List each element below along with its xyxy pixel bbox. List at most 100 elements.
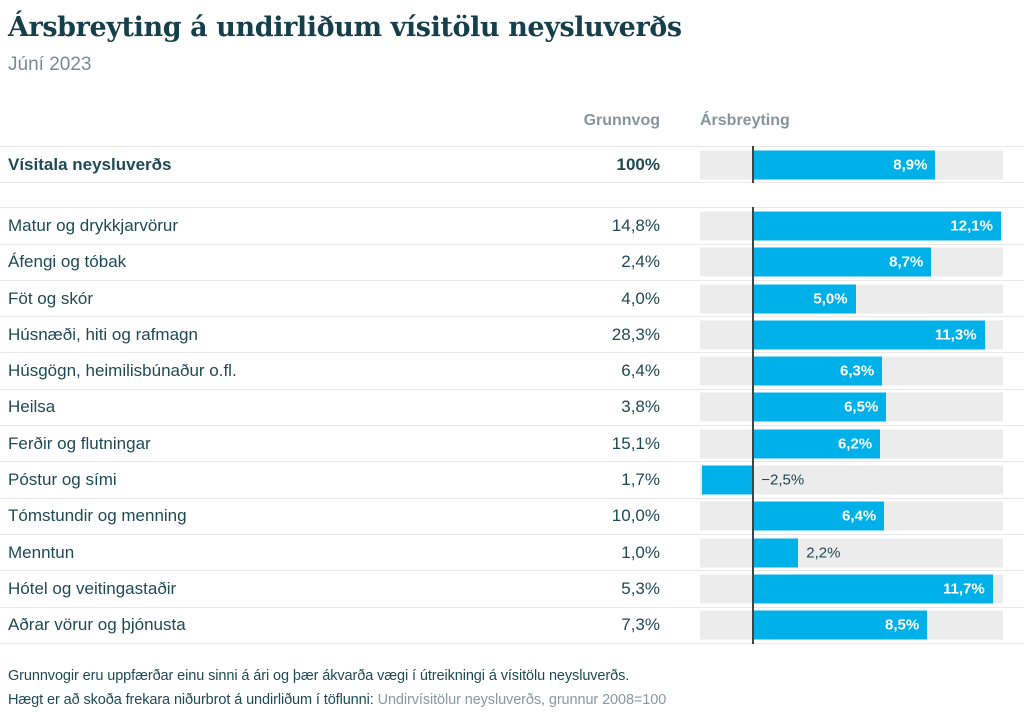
table-row: Menntun 1,0% 2,2%	[0, 533, 1024, 572]
bar-value-label: 6,4%	[842, 507, 877, 525]
footnote: Grunnvogir eru uppfærðar einu sinni á ár…	[8, 664, 1024, 712]
bar-value-label: 11,3%	[934, 326, 977, 344]
value-bar	[753, 320, 985, 350]
zero-axis-line	[752, 207, 755, 245]
value-bar	[702, 465, 754, 495]
bar-value-label: 11,7%	[943, 580, 985, 598]
bar-cell: 8,9%	[700, 146, 1003, 184]
table-row: Heilsa 3,8% 6,5%	[0, 388, 1024, 427]
zero-axis-line	[752, 606, 755, 644]
row-label: Áfengi og tóbak	[8, 252, 127, 272]
table-row: Föt og skór 4,0% 5,0%	[0, 279, 1024, 318]
bar-cell: 2,2%	[700, 533, 1003, 572]
section-spacer	[0, 183, 1024, 207]
row-weight-value: 3,8%	[621, 397, 660, 417]
table-row: Aðrar vörur og þjónusta 7,3% 8,5%	[0, 606, 1024, 644]
zero-axis-line	[752, 146, 755, 184]
bar-cell: 6,4%	[700, 497, 1003, 535]
row-weight-value: 1,7%	[621, 470, 660, 490]
table-row: Húsgögn, heimilisbúnaður o.fl. 6,4% 6,3%	[0, 352, 1024, 390]
bar-value-label: 2,2%	[806, 544, 841, 562]
row-weight-value: 14,8%	[611, 215, 660, 235]
value-bar	[753, 211, 1001, 241]
table-row: Póstur og sími 1,7% −2,5%	[0, 461, 1024, 499]
row-weight-value: 5,3%	[621, 578, 660, 598]
bar-cell: 6,5%	[700, 388, 1003, 427]
zero-axis-line	[752, 533, 755, 572]
bar-cell: 6,2%	[700, 425, 1003, 463]
bar-cell: −2,5%	[700, 461, 1003, 499]
column-header-arsbreyting: Ársbreyting	[700, 112, 790, 129]
footnote-line1: Grunnvogir eru uppfærðar einu sinni á ár…	[8, 667, 630, 684]
zero-axis-line	[752, 461, 755, 499]
table-row: Húsnæði, hiti og rafmagn 28,3% 11,3%	[0, 316, 1024, 354]
table-row: Ferðir og flutningar 15,1% 6,2%	[0, 425, 1024, 463]
zero-axis-line	[752, 243, 755, 281]
row-weight-value: 4,0%	[621, 288, 660, 308]
row-label: Ferðir og flutningar	[8, 433, 151, 453]
row-weight-value: 2,4%	[621, 252, 660, 272]
bar-cell: 6,3%	[700, 352, 1003, 390]
zero-axis-line	[752, 316, 755, 354]
row-label: Föt og skór	[8, 288, 94, 308]
bar-cell: 12,1%	[700, 207, 1003, 245]
row-label: Heilsa	[8, 397, 56, 417]
bar-value-label: 8,5%	[885, 616, 920, 634]
bar-track	[700, 538, 1003, 568]
table-row: Tómstundir og menning 10,0% 6,4%	[0, 497, 1024, 535]
footnote-line2: Hægt er að skoða frekara niðurbrot á und…	[8, 688, 1024, 712]
bar-cell: 11,7%	[700, 570, 1003, 608]
value-bar	[753, 150, 936, 180]
table-row: Vísitala neysluverðs 100% 8,9%	[0, 146, 1024, 184]
row-label: Húsgögn, heimilisbúnaður o.fl.	[8, 361, 237, 381]
row-weight-value: 10,0%	[611, 506, 660, 526]
bar-value-label: 8,7%	[889, 253, 924, 271]
category-rows-section: Matur og drykkjarvörur 14,8% 12,1% Áfeng…	[0, 207, 1024, 644]
row-weight-value: 1,0%	[621, 542, 660, 562]
bar-cell: 8,5%	[700, 606, 1003, 644]
row-weight-value: 15,1%	[611, 433, 660, 453]
value-bar	[753, 429, 881, 459]
row-label: Vísitala neysluverðs	[8, 154, 172, 174]
row-weight-value: 28,3%	[611, 324, 660, 344]
bar-value-label: 6,5%	[844, 398, 879, 416]
total-row-section: Vísitala neysluverðs 100% 8,9%	[0, 146, 1024, 184]
bar-value-label: 6,3%	[840, 362, 875, 380]
row-label: Húsnæði, hiti og rafmagn	[8, 324, 198, 344]
bar-value-label: 6,2%	[837, 435, 873, 453]
row-label: Matur og drykkjarvörur	[8, 215, 179, 235]
zero-axis-line	[752, 425, 755, 463]
column-header-row: Grunnvog Ársbreyting	[0, 108, 1024, 130]
row-weight-value: 7,3%	[621, 615, 660, 635]
value-bar	[753, 392, 887, 422]
row-label: Hótel og veitingastaðir	[8, 578, 177, 598]
row-weight-value: 100%	[616, 154, 660, 174]
value-bar	[753, 501, 885, 531]
zero-axis-line	[752, 570, 755, 608]
zero-axis-line	[752, 497, 755, 535]
value-bar	[753, 538, 799, 568]
table-row: Hótel og veitingastaðir 5,3% 11,7%	[0, 570, 1024, 608]
zero-axis-line	[752, 352, 755, 390]
bar-value-label: 8,9%	[893, 156, 928, 174]
column-header-grunnvog: Grunnvog	[583, 112, 660, 129]
bar-value-label: 5,0%	[813, 290, 848, 308]
zero-axis-line	[752, 279, 755, 318]
zero-axis-line	[752, 388, 755, 427]
row-label: Menntun	[8, 542, 75, 562]
value-bar	[753, 356, 883, 386]
bar-value-label: −2,5%	[761, 471, 805, 489]
bar-cell: 5,0%	[700, 279, 1003, 318]
subindices-table-link[interactable]: Undirvísitölur neysluverðs, grunnur 2008…	[377, 691, 667, 708]
bar-cell: 11,3%	[700, 316, 1003, 354]
row-label: Póstur og sími	[8, 470, 117, 490]
value-bar	[753, 247, 932, 277]
page-title: Ársbreyting á undirliðum vísitölu neyslu…	[8, 12, 682, 43]
value-bar	[753, 610, 928, 640]
bar-value-label: 12,1%	[950, 217, 993, 235]
value-bar	[753, 284, 856, 314]
table-row: Áfengi og tóbak 2,4% 8,7%	[0, 243, 1024, 281]
footnote-line2-text: Hægt er að skoða frekara niðurbrot á und…	[8, 691, 378, 708]
value-bar	[753, 574, 993, 604]
